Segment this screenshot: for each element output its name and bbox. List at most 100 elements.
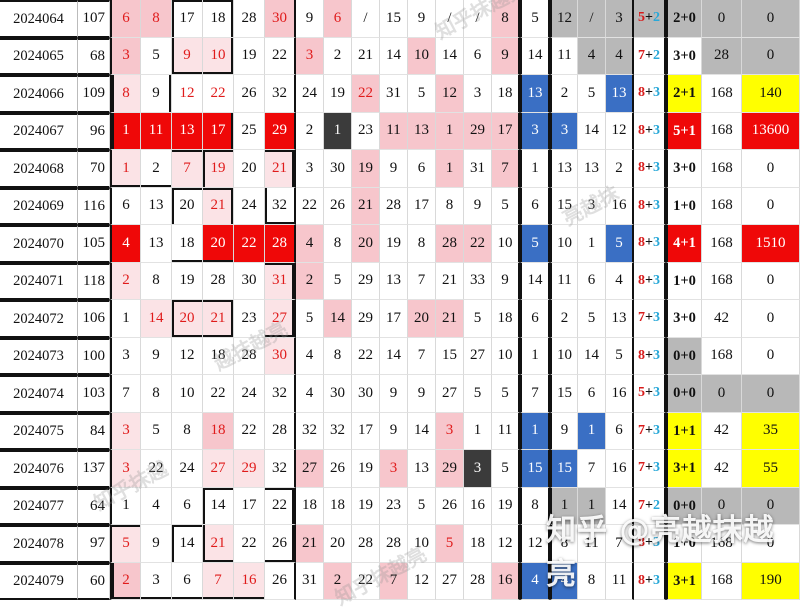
special-number[interactable]: 12: [520, 525, 550, 563]
omit-number[interactable]: 5: [464, 375, 492, 413]
main-number[interactable]: 7: [110, 375, 141, 413]
tail-number[interactable]: 14: [578, 112, 606, 150]
omit-number[interactable]: 29: [436, 450, 464, 488]
omit-number[interactable]: 13: [380, 262, 408, 300]
tail-number[interactable]: 13: [550, 150, 578, 188]
omit-number[interactable]: 15: [436, 337, 464, 375]
omit-number[interactable]: 9: [380, 412, 408, 450]
main-number[interactable]: 24: [172, 450, 203, 488]
main-number[interactable]: 32: [265, 187, 296, 225]
omit-number[interactable]: 21: [352, 37, 380, 75]
omit-number[interactable]: 17: [492, 112, 520, 150]
special-number[interactable]: 15: [520, 450, 550, 488]
omit-number[interactable]: /: [352, 0, 380, 38]
tail-number[interactable]: 13: [578, 150, 606, 188]
main-number[interactable]: 26: [265, 525, 296, 563]
main-number[interactable]: 21: [265, 150, 296, 188]
tail-number[interactable]: 6: [578, 375, 606, 413]
main-number[interactable]: 29: [234, 450, 265, 488]
main-number[interactable]: 20: [203, 225, 234, 263]
issue-number[interactable]: 2024075: [0, 412, 78, 450]
tail-number[interactable]: 4: [606, 37, 634, 75]
main-number[interactable]: 22: [234, 412, 265, 450]
tail-number[interactable]: 6: [606, 412, 634, 450]
omit-number[interactable]: 20: [324, 525, 352, 563]
omit-number[interactable]: 14: [380, 337, 408, 375]
main-number[interactable]: 17: [203, 112, 234, 150]
omit-number[interactable]: 18: [492, 300, 520, 338]
omit-number[interactable]: 14: [380, 37, 408, 75]
tail-number[interactable]: 16: [606, 375, 634, 413]
tail-number[interactable]: 5: [578, 75, 606, 113]
tail-number[interactable]: 12: [550, 0, 578, 38]
tail-number[interactable]: 15: [550, 375, 578, 413]
main-number[interactable]: 3: [141, 562, 172, 600]
omit-number[interactable]: 5: [324, 262, 352, 300]
issue-number[interactable]: 2024078: [0, 525, 78, 563]
main-number[interactable]: 23: [234, 300, 265, 338]
main-number[interactable]: 31: [265, 262, 296, 300]
main-number[interactable]: 9: [141, 337, 172, 375]
main-number[interactable]: 13: [141, 187, 172, 225]
main-number[interactable]: 1: [110, 300, 141, 338]
issue-number[interactable]: 2024067: [0, 112, 78, 150]
omit-number[interactable]: 6: [408, 150, 436, 188]
omit-number[interactable]: 24: [296, 75, 324, 113]
omit-number[interactable]: 5: [408, 75, 436, 113]
omit-number[interactable]: 20: [408, 300, 436, 338]
main-number[interactable]: 16: [234, 562, 265, 600]
omit-number[interactable]: 2: [324, 37, 352, 75]
omit-number[interactable]: 22: [296, 187, 324, 225]
omit-number[interactable]: 13: [408, 112, 436, 150]
tail-number[interactable]: 11: [578, 525, 606, 563]
omit-number[interactable]: 28: [380, 525, 408, 563]
omit-number[interactable]: 3: [436, 412, 464, 450]
main-number[interactable]: 20: [172, 187, 203, 225]
omit-number[interactable]: 19: [324, 75, 352, 113]
omit-number[interactable]: 8: [436, 187, 464, 225]
issue-number[interactable]: 2024079: [0, 562, 78, 600]
omit-number[interactable]: 28: [380, 187, 408, 225]
main-number[interactable]: 11: [141, 112, 172, 150]
omit-number[interactable]: 22: [352, 337, 380, 375]
special-number[interactable]: 13: [520, 75, 550, 113]
omit-number[interactable]: 3: [380, 450, 408, 488]
main-number[interactable]: 21: [203, 187, 234, 225]
main-number[interactable]: 25: [234, 112, 265, 150]
omit-number[interactable]: 7: [492, 150, 520, 188]
tail-number[interactable]: 13: [606, 75, 634, 113]
main-number[interactable]: 14: [141, 300, 172, 338]
issue-number[interactable]: 2024071: [0, 262, 78, 300]
tail-number[interactable]: 1: [550, 487, 578, 525]
main-number[interactable]: 20: [234, 150, 265, 188]
omit-number[interactable]: 26: [324, 450, 352, 488]
main-number[interactable]: 22: [234, 525, 265, 563]
main-number[interactable]: 21: [203, 300, 234, 338]
omit-number[interactable]: 18: [324, 487, 352, 525]
main-number[interactable]: 28: [203, 262, 234, 300]
omit-number[interactable]: 22: [352, 562, 380, 600]
omit-number[interactable]: 19: [352, 150, 380, 188]
omit-number[interactable]: 10: [408, 525, 436, 563]
omit-number[interactable]: 2: [296, 262, 324, 300]
main-number[interactable]: 17: [234, 487, 265, 525]
main-number[interactable]: 2: [110, 262, 141, 300]
tail-number[interactable]: 10: [550, 337, 578, 375]
special-number[interactable]: 1: [520, 150, 550, 188]
special-number[interactable]: 14: [520, 37, 550, 75]
main-number[interactable]: 10: [203, 37, 234, 75]
tail-number[interactable]: 4: [606, 262, 634, 300]
omit-number[interactable]: 9: [408, 0, 436, 38]
main-number[interactable]: 5: [141, 37, 172, 75]
tail-number[interactable]: 5: [606, 225, 634, 263]
main-number[interactable]: 26: [234, 75, 265, 113]
tail-number[interactable]: 14: [606, 487, 634, 525]
main-number[interactable]: 13: [172, 112, 203, 150]
main-number[interactable]: 20: [172, 300, 203, 338]
omit-number[interactable]: 16: [464, 487, 492, 525]
issue-number[interactable]: 2024076: [0, 450, 78, 488]
omit-number[interactable]: 23: [352, 112, 380, 150]
main-number[interactable]: 28: [265, 412, 296, 450]
main-number[interactable]: 6: [172, 562, 203, 600]
omit-number[interactable]: 2: [324, 562, 352, 600]
